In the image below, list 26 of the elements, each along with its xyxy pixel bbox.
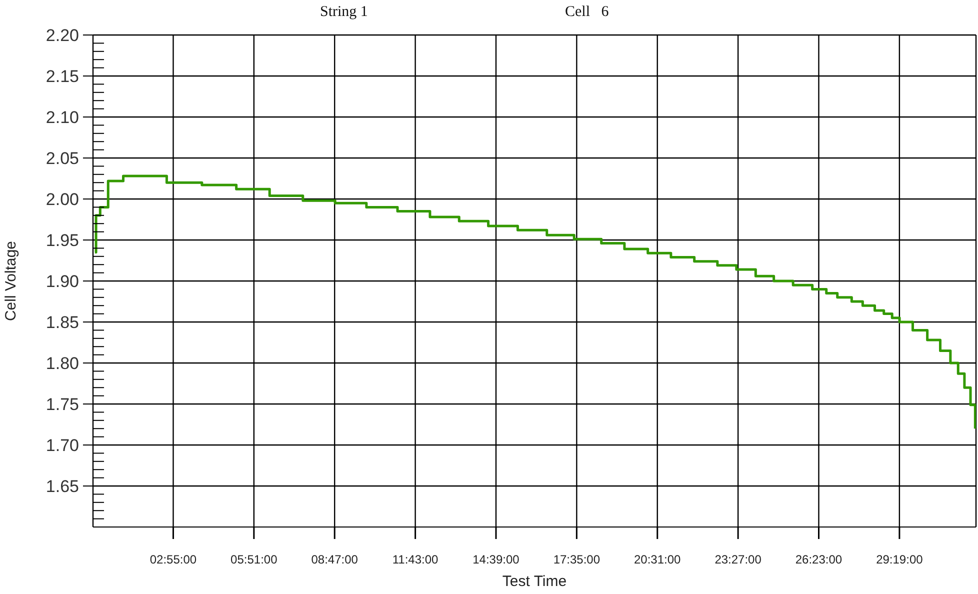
chart-title: String 1	[320, 4, 368, 21]
y-tick-label: 2.00	[46, 190, 79, 209]
x-tick-label: 14:39:00	[472, 552, 520, 567]
x-axis-title: Test Time	[502, 573, 567, 590]
x-tick-label: 02:55:00	[150, 552, 197, 567]
y-tick-label: 2.10	[46, 108, 79, 127]
y-tick-label: 1.95	[46, 230, 79, 250]
y-axis-title: Cell Voltage	[2, 240, 20, 322]
y-tick-label: 1.80	[46, 354, 79, 373]
x-tick-label: 05:51:00	[230, 552, 278, 567]
y-tick-label: 1.85	[46, 312, 79, 332]
x-tick-label: 26:23:00	[795, 552, 842, 567]
y-tick-label: 2.15	[46, 66, 79, 86]
y-tick-label: 2.20	[46, 26, 79, 45]
y-tick-label: 1.65	[46, 476, 79, 496]
y-tick-label: 1.75	[46, 394, 79, 414]
y-tick-label: 2.05	[46, 148, 79, 168]
x-tick-label: 08:47:00	[311, 552, 358, 567]
y-tick-label: 1.90	[46, 272, 79, 291]
x-tick-label: 20:31:00	[634, 552, 682, 567]
x-tick-label: 11:43:00	[392, 552, 439, 567]
y-tick-label: 1.70	[46, 436, 79, 455]
x-tick-label: 23:27:00	[714, 552, 762, 567]
x-tick-label: 17:35:00	[553, 552, 600, 567]
x-tick-label: 29:19:00	[876, 552, 924, 567]
chart-subtitle: Cell 6	[565, 4, 609, 21]
